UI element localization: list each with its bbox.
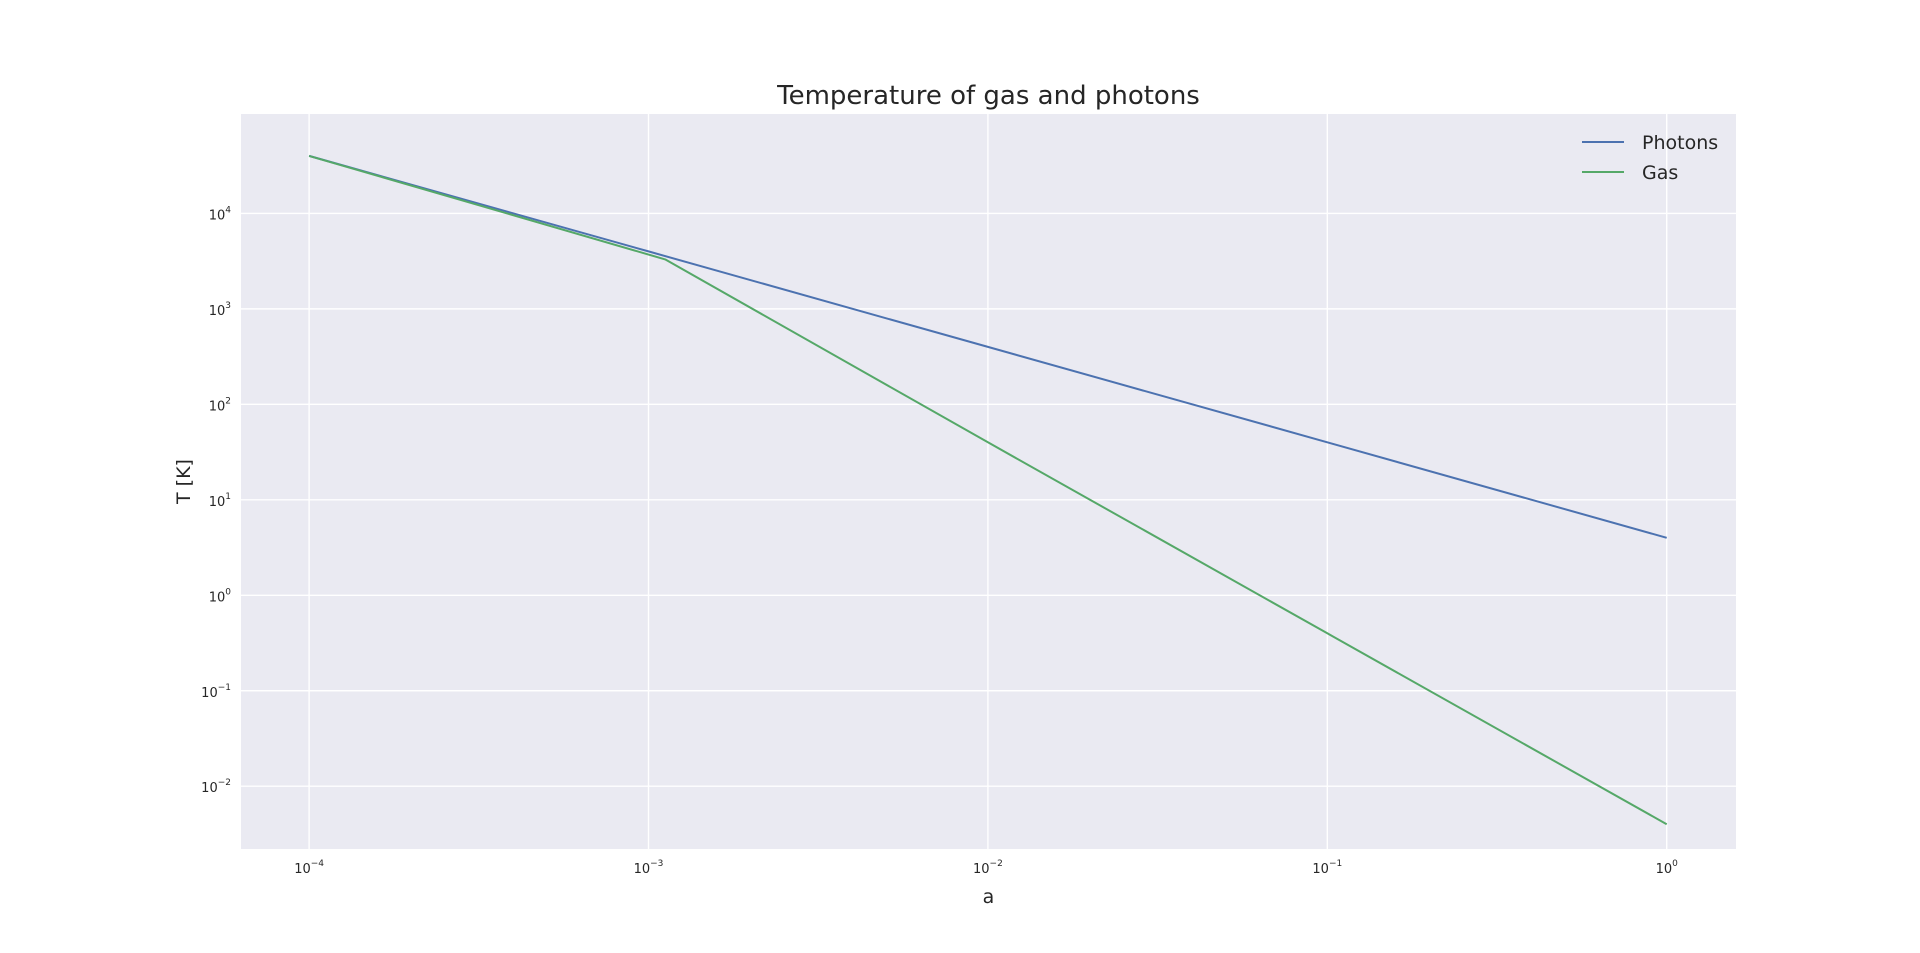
x-tick-label: 10−2 — [973, 859, 1003, 877]
legend-item: Photons — [1582, 132, 1718, 154]
legend-item: Gas — [1582, 162, 1678, 184]
y-tick-label: 101 — [209, 492, 231, 510]
y-tick-label: 104 — [209, 205, 232, 223]
chart-title: Temperature of gas and photons — [776, 81, 1200, 111]
x-tick-label: 100 — [1656, 859, 1679, 877]
x-axis-label: a — [983, 886, 995, 908]
y-tick-label: 10−2 — [201, 778, 231, 796]
y-tick-labels: 10−2 10−1 100 101 102 103 104 — [201, 205, 231, 796]
grid-lines — [241, 114, 1736, 849]
y-tick-label: 10−1 — [201, 683, 231, 701]
y-tick-label: 103 — [209, 301, 231, 319]
y-tick-label: 102 — [209, 396, 231, 414]
y-axis-label: T [K] — [173, 459, 195, 505]
series-line-photons — [308, 154, 1667, 539]
x-tick-labels: 10−4 10−3 10−2 10−1 100 — [294, 859, 1678, 877]
series-line-gas — [308, 154, 1668, 826]
legend-label: Gas — [1642, 162, 1678, 184]
x-tick-label: 10−1 — [1312, 859, 1342, 877]
y-tick-label: 100 — [209, 587, 232, 605]
series-lines — [308, 154, 1668, 826]
x-tick-label: 10−4 — [294, 859, 324, 877]
x-tick-label: 10−3 — [634, 859, 664, 877]
legend: Photons Gas — [1582, 132, 1718, 184]
legend-label: Photons — [1642, 132, 1718, 154]
